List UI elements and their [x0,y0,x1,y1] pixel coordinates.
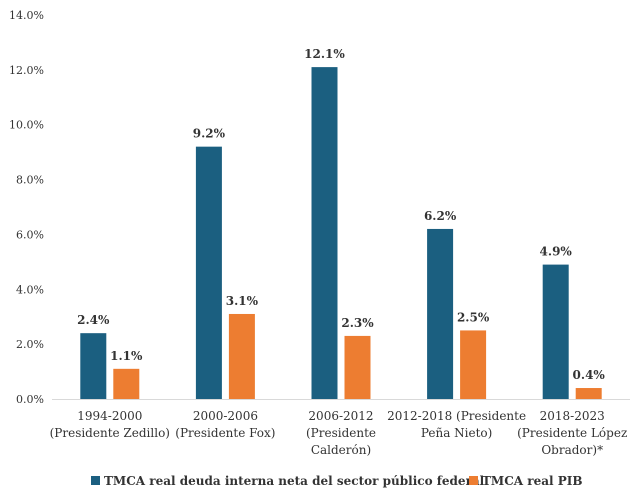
x-tick-label: Calderón) [311,443,371,457]
legend-label: TMCA real deuda interna neta del sector … [104,474,485,488]
data-label: 3.1% [226,294,259,308]
x-tick-label: Obrador)* [541,443,603,457]
bar-series-2-cat-1 [113,369,139,399]
x-tick-label: 2018-2023 [540,409,605,423]
data-labels-group: 2.4% 1.1% 9.2% 3.1% 12.1% 2.3% 6.2% 2.5% 4.9% 0.4… [77,47,605,382]
bar-series-2-cat-3 [345,336,371,399]
data-label: 4.9% [540,245,573,259]
data-label: 6.2% [424,209,457,223]
y-tick-label: 6.0% [16,228,44,241]
x-tick-label: Peña Nieto) [421,426,493,440]
x-tick-label: 2000-2006 [193,409,258,423]
x-tick-label: 1994-2000 [77,409,142,423]
x-tick-label: (Presidente [306,426,376,440]
x-tick-label: (Presidente Zedillo) [50,426,170,440]
data-label: 0.4% [573,368,606,382]
y-tick-label: 0.0% [16,393,44,406]
x-tick-label: (Presidente López [517,426,627,440]
category-labels-group: 1994-2000 (Presidente Zedillo) 2000-2006 (P… [50,409,628,457]
legend: TMCA real deuda interna neta del sector … [91,474,583,488]
bar-series-1-cat-3 [312,67,338,399]
bar-series-1-cat-5 [543,265,569,399]
bar-series-2-cat-2 [229,314,255,399]
y-tick-label: 10.0% [9,119,44,132]
bar-series-1-cat-1 [80,333,106,399]
bars-group [80,67,601,399]
bar-series-2-cat-5 [576,388,602,399]
legend-swatch [469,476,478,485]
data-label: 2.4% [77,313,110,327]
x-tick-label: (Presidente Fox) [175,426,275,440]
data-label: 2.5% [457,310,490,324]
x-tick-label: 2006-2012 [308,409,373,423]
legend-label: TMCA real PIB [482,474,583,488]
y-tick-label: 14.0% [9,9,44,22]
bar-series-2-cat-4 [460,330,486,399]
data-label: 1.1% [110,349,143,363]
y-tick-label: 2.0% [16,338,44,351]
y-tick-label: 8.0% [16,174,44,187]
y-tick-label: 4.0% [16,283,44,296]
y-tick-label: 12.0% [9,64,44,77]
data-label: 9.2% [193,127,226,141]
y-axis: 0.0% 2.0% 4.0% 6.0% 8.0% 10.0% 12.0% 14.0% [9,9,44,406]
data-label: 12.1% [304,47,345,61]
bar-series-1-cat-4 [427,229,453,399]
legend-swatch [91,476,100,485]
data-label: 2.3% [341,316,374,330]
bar-series-1-cat-2 [196,147,222,399]
x-tick-label: 2012-2018 (Presidente [387,409,526,423]
